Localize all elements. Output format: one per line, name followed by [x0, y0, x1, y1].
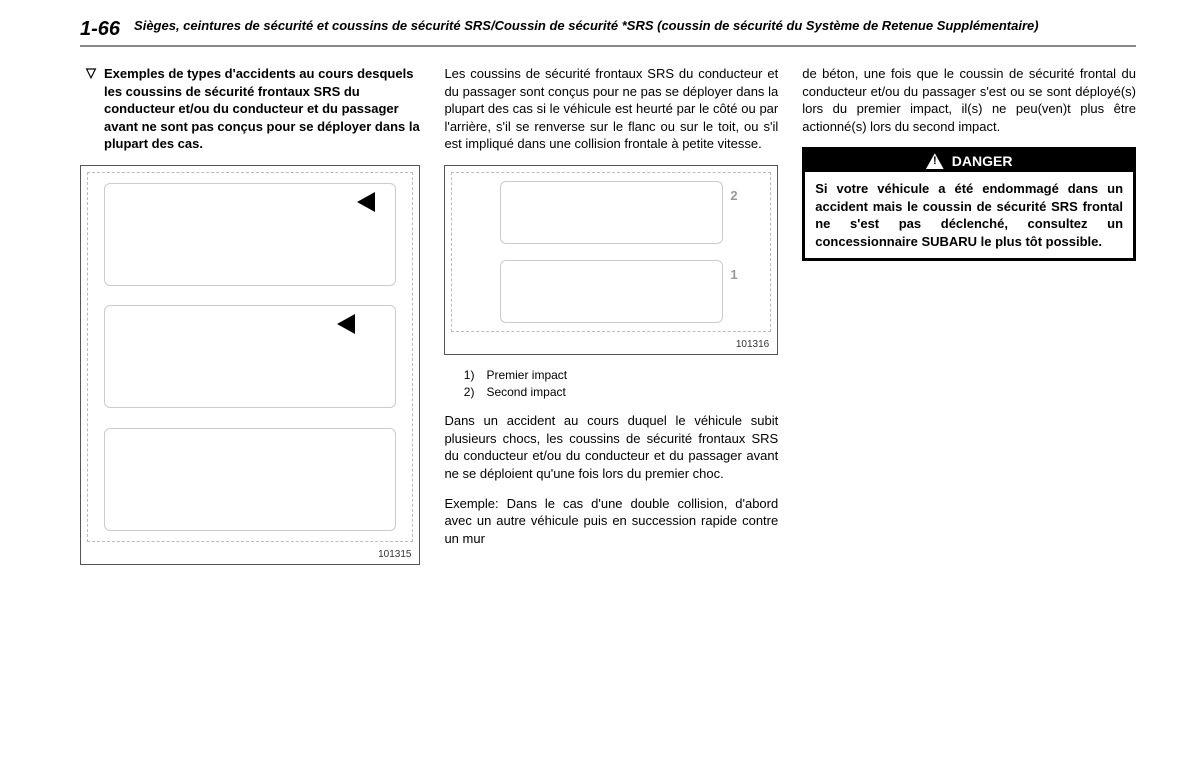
danger-body-text: Si votre véhicule a été endommagé dans u…: [805, 172, 1133, 258]
caption-row-1: 1) Premier impact: [456, 367, 778, 384]
content-columns: ▽ Exemples de types d'accidents au cours…: [80, 65, 1136, 565]
page-number: 1-66: [80, 18, 120, 41]
figure-101316-illustration: 2 1: [451, 172, 771, 332]
column-3: de béton, une fois que le coussin de séc…: [802, 65, 1136, 565]
arrow-icon: [357, 192, 375, 212]
figure-id-label: 101315: [378, 549, 411, 560]
caption-text: Second impact: [486, 384, 565, 401]
figure-101315-illustration: [87, 172, 413, 542]
figure-caption-list: 1) Premier impact 2) Second impact: [444, 367, 778, 401]
col2-paragraph-1: Les coussins de sécurité frontaux SRS du…: [444, 65, 778, 153]
danger-title-text: DANGER: [952, 153, 1013, 169]
caption-number: 1): [456, 367, 474, 384]
warning-triangle-icon: [926, 153, 944, 169]
col2-paragraph-3: Exemple: Dans le cas d'une double collis…: [444, 495, 778, 548]
page-header: 1-66 Sièges, ceintures de sécurité et co…: [80, 18, 1136, 47]
col2-paragraph-2: Dans un accident au cours duquel le véhi…: [444, 412, 778, 482]
caption-number: 2): [456, 384, 474, 401]
subhead-text: Exemples de types d'accidents au cours d…: [104, 65, 420, 153]
sketch-second-impact: 2: [500, 181, 722, 244]
col1-subheading: ▽ Exemples de types d'accidents au cours…: [80, 65, 420, 153]
figure-callout-1: 1: [730, 267, 737, 282]
arrow-icon: [337, 314, 355, 334]
sketch-side-collision: [104, 305, 396, 408]
figure-id-label: 101316: [736, 339, 769, 350]
sketch-rear-collision: [104, 183, 396, 286]
danger-box: DANGER Si votre véhicule a été endommagé…: [802, 147, 1136, 261]
figure-callout-2: 2: [730, 188, 737, 203]
figure-101316: 2 1 101316: [444, 165, 778, 355]
column-1: ▽ Exemples de types d'accidents au cours…: [80, 65, 420, 565]
sketch-rollover: [104, 428, 396, 531]
sketch-first-impact: 1: [500, 260, 722, 323]
column-2: Les coussins de sécurité frontaux SRS du…: [444, 65, 778, 565]
danger-heading: DANGER: [805, 150, 1133, 172]
caption-row-2: 2) Second impact: [456, 384, 778, 401]
figure-101315: 101315: [80, 165, 420, 565]
col3-paragraph-1: de béton, une fois que le coussin de séc…: [802, 65, 1136, 135]
caption-text: Premier impact: [486, 367, 567, 384]
page-header-text: Sièges, ceintures de sécurité et coussin…: [134, 18, 1039, 35]
subhead-marker-icon: ▽: [86, 65, 96, 153]
